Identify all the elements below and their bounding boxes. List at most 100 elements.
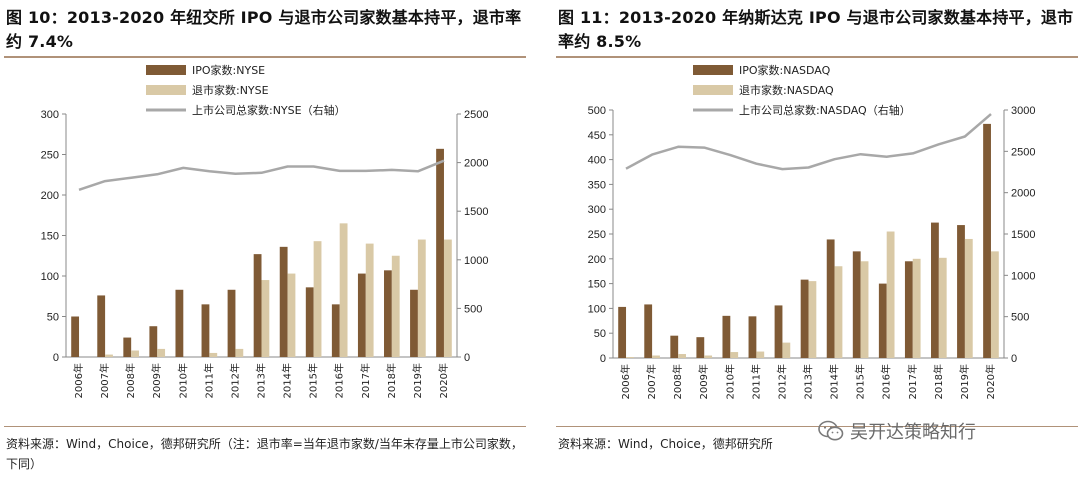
bar-delisting [287, 273, 296, 357]
x-tick-label: 2010年 [723, 364, 736, 399]
y2-tick-label: 0 [1011, 353, 1017, 365]
y2-tick-label: 2000 [464, 158, 488, 170]
bar-delisting [834, 266, 843, 358]
y2-tick-label: 1000 [464, 255, 488, 267]
y-tick-label: 350 [588, 179, 606, 191]
y2-tick-label: 1000 [1011, 270, 1035, 282]
x-tick-label: 2012年 [228, 363, 241, 398]
x-tick-label: 2015年 [307, 363, 320, 398]
x-tick-label: 2008年 [124, 363, 137, 398]
y-tick-label: 200 [41, 190, 59, 202]
y2-tick-label: 0 [464, 352, 470, 364]
bar-ipo [878, 283, 887, 358]
bar-delisting [756, 351, 765, 358]
y2-tick-label: 1500 [1011, 229, 1035, 241]
bar-delisting [938, 257, 947, 358]
x-tick-label: 2019年 [958, 364, 971, 399]
bar-delisting [105, 354, 113, 357]
bar-ipo [97, 295, 106, 357]
y2-tick-label: 500 [1011, 312, 1029, 324]
legend: IPO家数:NASDAQ 退市家数:NASDAQ 上市公司总家数:NASDAQ（右轴… [693, 63, 911, 117]
line-total-listed [78, 159, 445, 191]
bar-delisting [339, 223, 348, 357]
x-tick-label: 2013年 [802, 364, 815, 399]
bar-delisting [678, 354, 686, 358]
y-tick-label: 200 [588, 254, 606, 266]
y2-tick-label: 500 [464, 303, 482, 315]
bar-delisting [912, 258, 921, 358]
bar-ipo [618, 306, 627, 358]
title-divider [556, 56, 1078, 58]
y-tick-label: 400 [588, 155, 606, 167]
y-tick-label: 150 [41, 231, 59, 243]
legend: IPO家数:NYSE 退市家数:NYSE 上市公司总家数:NYSE（右轴） [146, 63, 346, 117]
watermark-text: 吴开达策略知行 [850, 422, 976, 443]
bar-ipo [852, 251, 861, 358]
line-total-listed [625, 113, 992, 171]
bar-ipo [983, 123, 991, 358]
y2-tick-label: 3000 [1011, 105, 1035, 117]
bar-delisting [704, 355, 713, 358]
x-tick-label: 2018年 [932, 364, 945, 399]
bar-ipo [800, 279, 809, 358]
y2-tick-label: 1500 [464, 206, 488, 218]
bar-delisting [365, 243, 374, 357]
bar-delisting [964, 238, 973, 358]
bar-delisting [443, 239, 452, 357]
x-tick-label: 2009年 [697, 364, 710, 399]
bar-delisting [782, 342, 791, 358]
legend-label: 上市公司总家数:NYSE（右轴） [192, 103, 346, 117]
x-tick-label: 2009年 [150, 363, 163, 398]
chart-panel-nyse: 图 10：2013-2020 年纽交所 IPO 与退市公司家数基本持平，退市率约… [0, 0, 530, 477]
x-tick-label: 2018年 [385, 363, 398, 398]
x-tick-label: 2015年 [854, 364, 867, 399]
y-tick-label: 100 [588, 303, 606, 315]
legend-label: 上市公司总家数:NASDAQ（右轴） [739, 103, 911, 117]
bar-ipo [670, 335, 679, 358]
chart-title: 图 11：2013-2020 年纳斯达克 IPO 与退市公司家数基本持平，退市率… [558, 8, 1074, 51]
x-tick-label: 2011年 [202, 363, 215, 398]
bar-ipo [644, 304, 653, 358]
bar-ipo [357, 273, 366, 357]
wechat-icon [818, 420, 844, 441]
bar-ipo [696, 337, 705, 358]
bar-delisting [652, 355, 660, 358]
bar-delisting [235, 348, 244, 357]
bar-ipo [957, 225, 965, 358]
source-note: 资料来源：Wind，Choice，德邦研究所 [558, 437, 773, 451]
source-divider [556, 426, 1078, 427]
y-tick-label: 100 [41, 271, 59, 283]
x-tick-label: 2010年 [176, 363, 189, 398]
x-tick-label: 2006年 [72, 363, 85, 398]
y2-tick-label: 2500 [1011, 146, 1035, 158]
title-divider [4, 56, 526, 58]
bar-ipo [123, 337, 132, 357]
x-tick-label: 2019年 [411, 363, 424, 398]
bar-ipo [227, 289, 236, 357]
legend-label: IPO家数:NYSE [192, 63, 265, 77]
y-tick-label: 150 [588, 279, 606, 291]
bar-ipo [748, 316, 757, 358]
bar-delisting [626, 357, 634, 358]
legend-label: 退市家数:NYSE [192, 83, 269, 97]
y-tick-label: 450 [588, 130, 606, 142]
chart-nasdaq: IPO家数:NASDAQ 退市家数:NASDAQ 上市公司总家数:NASDAQ（右轴… [588, 63, 1036, 399]
chart-nyse: IPO家数:NYSE 退市家数:NYSE 上市公司总家数:NYSE（右轴） 0 50 10… [41, 63, 489, 398]
bar-ipo [384, 270, 392, 357]
x-tick-label: 2011年 [749, 364, 762, 399]
bar-ipo [175, 289, 184, 357]
x-tick-label: 2007年 [98, 363, 111, 398]
x-tick-label: 2016年 [880, 364, 893, 399]
bar-ipo [305, 287, 314, 357]
x-tick-label: 2020年 [984, 364, 997, 399]
x-tick-label: 2016年 [333, 363, 346, 398]
bar-ipo [279, 246, 288, 357]
bar-ipo [201, 304, 210, 357]
legend-label: IPO家数:NASDAQ [739, 63, 831, 77]
chart-panel-nasdaq: 图 11：2013-2020 年纳斯达克 IPO 与退市公司家数基本持平，退市率… [552, 0, 1080, 477]
x-tick-label: 2020年 [437, 363, 450, 398]
bar-ipo [436, 148, 444, 357]
y2-tick-label: 2000 [1011, 188, 1035, 200]
bar-delisting [209, 352, 218, 357]
bar-delisting [990, 251, 999, 358]
